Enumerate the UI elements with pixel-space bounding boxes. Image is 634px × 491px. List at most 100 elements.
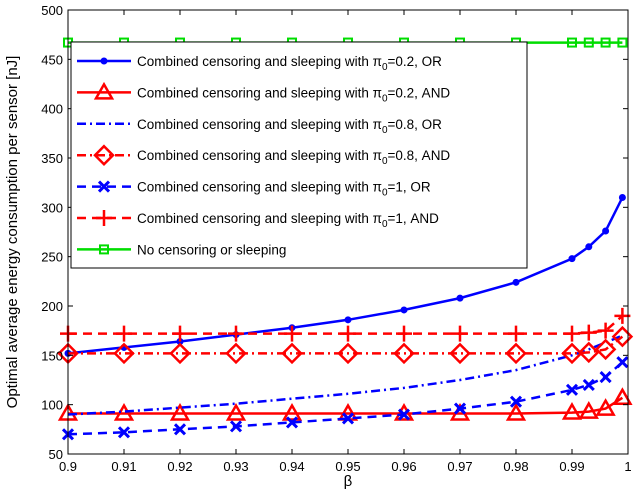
data-point [564, 325, 580, 342]
x-tick-label: 0.99 [559, 459, 584, 474]
y-tick-label: 250 [41, 250, 63, 265]
x-tick-label: 0.98 [503, 459, 528, 474]
data-point [580, 324, 597, 341]
data-point [578, 341, 600, 364]
data-point [396, 325, 412, 342]
legend-entry: No censoring or sleeping [77, 242, 286, 257]
data-point [113, 342, 135, 365]
data-point [449, 342, 471, 365]
x-tick-label: 0.91 [111, 459, 136, 474]
data-point [228, 325, 244, 342]
data-point [617, 37, 628, 48]
data-point [285, 416, 299, 429]
x-tick-label: 0.92 [167, 459, 192, 474]
data-point [340, 325, 356, 342]
legend-entry: Combined censoring and sleeping with π0=… [77, 144, 450, 167]
legend-entry: Combined censoring and sleeping with π0=… [77, 81, 450, 104]
y-tick-label: 500 [41, 3, 63, 18]
legend-entry: Combined censoring and sleeping with π0=… [77, 210, 439, 230]
data-point [505, 403, 527, 421]
series-line [67, 334, 623, 416]
data-point [341, 412, 355, 425]
data-point [561, 402, 583, 420]
data-point [585, 243, 593, 251]
data-point [616, 356, 629, 369]
data-point [281, 403, 303, 421]
x-tick-label: 0.97 [447, 459, 472, 474]
x-axis-label: β [344, 473, 353, 490]
y-tick-label: 200 [41, 299, 63, 314]
data-point [453, 402, 467, 415]
data-point [173, 423, 187, 436]
y-tick-label: 400 [41, 102, 63, 117]
legend-marker [100, 57, 108, 65]
x-tick-label: 0.9 [59, 459, 77, 474]
data-point [505, 342, 527, 365]
data-point [397, 408, 411, 421]
data-point [599, 370, 612, 384]
data-point [568, 255, 576, 263]
y-tick-label: 450 [41, 52, 63, 67]
legend-label: Combined censoring and sleeping with π0=… [137, 117, 442, 136]
legend-entry: Combined censoring and sleeping with π0=… [77, 117, 442, 136]
data-point [597, 322, 614, 339]
data-point [612, 387, 633, 406]
data-point [172, 325, 188, 342]
data-point [456, 294, 464, 302]
x-tick-label: 0.93 [223, 459, 248, 474]
data-point [578, 401, 599, 419]
legend-label: Combined censoring and sleeping with π0=… [137, 148, 450, 167]
data-point [561, 342, 583, 365]
data-point [512, 278, 520, 286]
data-point [618, 193, 626, 201]
x-tick-label: 1 [624, 459, 631, 474]
data-point [452, 325, 468, 342]
legend-marker [93, 144, 115, 166]
legend-marker [96, 210, 112, 226]
series-5 [61, 356, 629, 441]
data-point [169, 342, 191, 365]
data-point [565, 383, 579, 396]
data-point [602, 227, 610, 235]
data-point [508, 325, 524, 342]
data-point [116, 325, 132, 342]
y-tick-label: 300 [41, 200, 63, 215]
series-4 [57, 325, 634, 365]
data-point [337, 342, 359, 365]
legend-entry: Combined censoring and sleeping with π0=… [77, 54, 442, 73]
data-point [567, 37, 577, 48]
x-tick-label: 0.95 [335, 459, 360, 474]
data-point [344, 316, 352, 324]
data-point [583, 37, 594, 48]
data-point [229, 420, 243, 433]
x-tick-label: 0.94 [279, 459, 304, 474]
y-tick-label: 350 [41, 151, 63, 166]
legend-box [70, 41, 528, 269]
data-point [400, 306, 408, 314]
series-line [68, 335, 624, 355]
legend-label: Combined censoring and sleeping with π0=… [137, 180, 431, 199]
legend-label: Combined censoring and sleeping with π0=… [137, 211, 439, 230]
data-point [595, 398, 616, 416]
y-tick-label: 50 [49, 447, 63, 462]
data-point [281, 342, 303, 365]
data-point [582, 378, 595, 391]
data-point [117, 426, 131, 439]
data-point [393, 342, 415, 365]
axis-ticks: 0.9 0.91 0.92 0.93 0.94 0.95 0.96 0.97 0.98 0.99 1… [41, 3, 631, 474]
data-point [600, 37, 611, 48]
legend: Combined censoring and sleeping with π0=… [70, 41, 528, 269]
series-3 [67, 334, 623, 416]
legend-marker [93, 81, 115, 100]
y-tick-label: 150 [41, 348, 63, 363]
data-point [225, 342, 247, 365]
legend-marker [97, 180, 111, 193]
data-point [509, 395, 523, 408]
legend-marker [99, 244, 109, 255]
data-point [169, 403, 191, 421]
data-point [594, 338, 617, 361]
data-point [284, 325, 300, 342]
legend-entry: Combined censoring and sleeping with π0=… [77, 180, 431, 199]
legend-label: Combined censoring and sleeping with π0=… [137, 85, 450, 104]
